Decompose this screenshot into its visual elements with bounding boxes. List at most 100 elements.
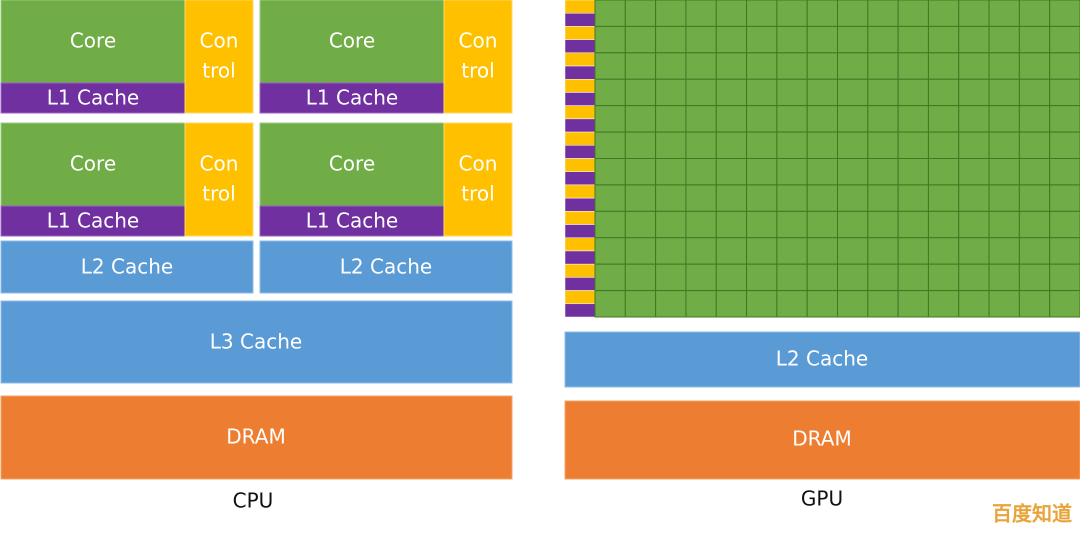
control-block <box>443 122 513 237</box>
control-label: trol <box>461 182 494 206</box>
gpu-core <box>776 237 808 265</box>
gpu-core <box>988 184 1020 212</box>
gpu-core <box>715 184 748 212</box>
gpu-core <box>685 263 717 292</box>
gpu-core <box>1049 184 1080 212</box>
gpu-core <box>1018 52 1051 80</box>
gpu-core <box>1049 52 1080 80</box>
gpu-core <box>867 158 899 186</box>
gpu-core <box>867 263 899 292</box>
gpu-core <box>897 290 929 318</box>
gpu-core <box>837 52 869 80</box>
gpu-core <box>685 131 717 159</box>
gpu-cache <box>564 12 596 27</box>
gpu-core <box>1018 184 1051 212</box>
gpu-control <box>564 263 596 278</box>
gpu-core <box>958 210 990 239</box>
gpu-core <box>624 105 657 133</box>
gpu-core <box>655 105 687 133</box>
gpu-core <box>746 237 778 265</box>
gpu-core <box>624 237 657 265</box>
gpu-core <box>958 237 990 265</box>
gpu-core <box>927 290 960 318</box>
gpu-core <box>837 25 869 54</box>
gpu-core <box>897 0 929 27</box>
gpu-core <box>655 237 687 265</box>
gpu-core <box>655 263 687 292</box>
gpu-core <box>806 105 838 133</box>
gpu-core <box>897 52 929 80</box>
gpu-core <box>927 52 960 80</box>
gpu-core <box>958 290 990 318</box>
gpu-core <box>685 25 717 54</box>
gpu-core <box>685 78 717 107</box>
gpu-core <box>746 210 778 239</box>
core-label: Core <box>70 152 116 176</box>
gpu-core <box>746 158 778 186</box>
gpu-core <box>958 25 990 54</box>
gpu-core <box>927 158 960 186</box>
gpu-core <box>594 105 626 133</box>
gpu-core <box>685 0 717 27</box>
gpu-core <box>746 0 778 27</box>
gpu-core <box>867 52 899 80</box>
gpu-core <box>746 184 778 212</box>
gpu-core <box>1018 131 1051 159</box>
control-label: trol <box>202 59 235 83</box>
gpu-core <box>715 25 748 54</box>
gpu-core <box>776 210 808 239</box>
gpu-core <box>685 105 717 133</box>
gpu-core <box>806 0 838 27</box>
gpu-core <box>927 25 960 54</box>
gpu-control <box>564 184 596 199</box>
gpu-control <box>564 52 596 67</box>
gpu-core <box>897 210 929 239</box>
gpu-core <box>776 25 808 54</box>
gpu-core <box>927 78 960 107</box>
gpu-core <box>776 158 808 186</box>
gpu-core <box>746 105 778 133</box>
gpu-core <box>867 78 899 107</box>
gpu-core <box>988 131 1020 159</box>
gpu-core <box>958 184 990 212</box>
l1-label: L1 Cache <box>47 209 139 233</box>
gpu-core <box>988 263 1020 292</box>
gpu-control <box>564 26 596 40</box>
gpu-core <box>806 210 838 239</box>
gpu-core <box>776 263 808 292</box>
gpu-core <box>958 0 990 27</box>
gpu-core <box>1049 237 1080 265</box>
gpu-dram-label: DRAM <box>792 427 851 451</box>
gpu-cache <box>564 92 596 106</box>
dram-label: DRAM <box>226 425 285 449</box>
l2-label: L2 Cache <box>81 255 173 279</box>
gpu-cache <box>564 197 596 212</box>
gpu-core <box>1018 237 1051 265</box>
gpu-core <box>837 210 869 239</box>
gpu-control <box>564 0 596 14</box>
gpu-core <box>927 0 960 27</box>
gpu-core <box>594 52 626 80</box>
core-block <box>259 122 445 207</box>
l2-label: L2 Cache <box>340 255 432 279</box>
dram-block <box>0 395 513 480</box>
gpu-core <box>927 210 960 239</box>
gpu-core <box>776 52 808 80</box>
gpu-core <box>685 158 717 186</box>
gpu-control <box>564 211 596 225</box>
gpu-core <box>1018 290 1051 318</box>
gpu-core <box>685 237 717 265</box>
gpu-core <box>594 25 626 54</box>
gpu-core <box>715 237 748 265</box>
gpu-core <box>746 290 778 318</box>
gpu-core <box>988 78 1020 107</box>
gpu-core <box>927 237 960 265</box>
gpu-core <box>624 131 657 159</box>
gpu-core <box>927 263 960 292</box>
gpu-core <box>806 237 838 265</box>
gpu-core <box>624 263 657 292</box>
gpu-core <box>958 52 990 80</box>
gpu-core <box>776 78 808 107</box>
control-label: Con <box>459 29 498 53</box>
